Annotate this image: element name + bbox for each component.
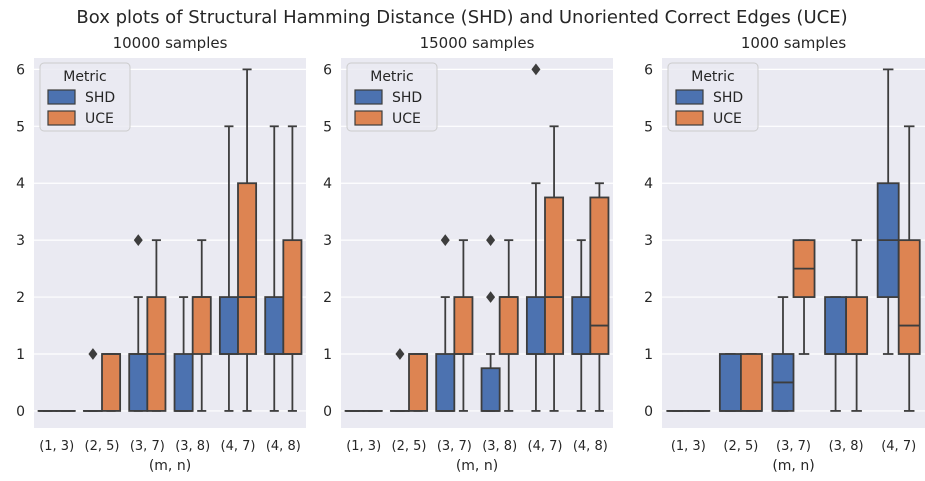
y-tick-label: 5 xyxy=(644,119,653,135)
legend-label: SHD xyxy=(713,90,743,106)
legend: Metric SHD UCE xyxy=(40,63,130,131)
x-tick-label: (4, 8) xyxy=(573,439,608,454)
box-body xyxy=(175,354,193,411)
legend-swatch-uce xyxy=(355,111,382,125)
y-tick-label: 1 xyxy=(323,347,332,363)
panel-title: 15000 samples xyxy=(420,34,535,52)
legend-label: SHD xyxy=(392,90,422,106)
x-tick-label: (3, 8) xyxy=(829,439,864,454)
box-body xyxy=(129,354,147,411)
box-body xyxy=(527,297,545,354)
legend-swatch-uce xyxy=(48,111,75,125)
legend-label: UCE xyxy=(713,111,742,127)
legend: Metric SHD UCE xyxy=(668,63,758,131)
box-body xyxy=(454,297,472,354)
panel-title: 10000 samples xyxy=(113,34,228,52)
box-body xyxy=(220,297,238,354)
box-body xyxy=(409,354,427,411)
y-tick-label: 1 xyxy=(16,347,25,363)
box-body xyxy=(545,197,563,354)
legend-title: Metric xyxy=(63,69,107,85)
y-tick-label: 2 xyxy=(323,290,332,306)
legend-title: Metric xyxy=(370,69,414,85)
box-body xyxy=(193,297,211,354)
legend-title: Metric xyxy=(691,69,735,85)
legend-label: UCE xyxy=(85,111,114,127)
box-body xyxy=(846,297,867,354)
x-tick-label: (4, 8) xyxy=(266,439,301,454)
box-body xyxy=(265,297,283,354)
box-body xyxy=(436,354,454,411)
figure-title: Box plots of Structural Hamming Distance… xyxy=(76,7,847,28)
box-body xyxy=(500,297,518,354)
y-tick-label: 6 xyxy=(644,62,653,78)
legend: Metric SHD UCE xyxy=(347,63,437,131)
legend-swatch-uce xyxy=(676,111,703,125)
legend-label: UCE xyxy=(392,111,421,127)
box-shd xyxy=(720,354,741,411)
y-tick-label: 5 xyxy=(16,119,25,135)
x-axis-label: (m, n) xyxy=(149,458,191,474)
y-tick-label: 6 xyxy=(16,62,25,78)
y-tick-label: 3 xyxy=(16,233,25,249)
x-axis-label: (m, n) xyxy=(456,458,498,474)
x-tick-label: (3, 7) xyxy=(776,439,811,454)
x-tick-label: (1, 3) xyxy=(671,439,706,454)
x-tick-label: (4, 7) xyxy=(881,439,916,454)
panel-3: 0 1 2 3 4 5 6 1000 samples (1, 3) (2, 5) (3, 7) (3,… xyxy=(644,34,925,474)
panel-1: 0 1 2 3 4 5 6 10000 samples (1, 3) (2, 5) (3, 7) (3… xyxy=(16,34,306,474)
x-tick-label: (2, 5) xyxy=(392,439,427,454)
box-body xyxy=(720,354,741,411)
y-tick-label: 4 xyxy=(323,176,332,192)
x-tick-label: (3, 7) xyxy=(130,439,165,454)
y-tick-label: 0 xyxy=(644,404,653,420)
x-tick-label: (4, 7) xyxy=(528,439,563,454)
box-body xyxy=(741,354,762,411)
box-body xyxy=(899,240,920,354)
panel-2: 0 1 2 3 4 5 6 15000 samples (1, 3) (2, 5) (3, 7) (3… xyxy=(323,34,613,474)
panel-title: 1000 samples xyxy=(741,34,846,52)
y-tick-label: 4 xyxy=(16,176,25,192)
x-tick-label: (2, 5) xyxy=(723,439,758,454)
x-axis-label: (m, n) xyxy=(772,458,814,474)
y-tick-label: 1 xyxy=(644,347,653,363)
box-body xyxy=(238,183,256,354)
legend-swatch-shd xyxy=(48,90,75,104)
y-tick-label: 5 xyxy=(323,119,332,135)
y-tick-label: 3 xyxy=(323,233,332,249)
x-tick-label: (3, 8) xyxy=(175,439,210,454)
y-tick-label: 2 xyxy=(644,290,653,306)
y-tick-label: 0 xyxy=(323,404,332,420)
x-tick-label: (3, 7) xyxy=(437,439,472,454)
y-tick-label: 4 xyxy=(644,176,653,192)
box-body xyxy=(482,368,500,411)
y-tick-label: 0 xyxy=(16,404,25,420)
box-body xyxy=(102,354,120,411)
legend-swatch-shd xyxy=(676,90,703,104)
box-body xyxy=(825,297,846,354)
box-body xyxy=(283,240,301,354)
x-tick-label: (4, 7) xyxy=(221,439,256,454)
x-tick-label: (2, 5) xyxy=(85,439,120,454)
legend-swatch-shd xyxy=(355,90,382,104)
x-tick-label: (1, 3) xyxy=(39,439,74,454)
y-tick-label: 6 xyxy=(323,62,332,78)
legend-label: SHD xyxy=(85,90,115,106)
box-body xyxy=(590,197,608,354)
x-tick-label: (3, 8) xyxy=(482,439,517,454)
box-uce xyxy=(102,354,120,411)
box-uce xyxy=(741,354,762,411)
box-body xyxy=(572,297,590,354)
y-tick-label: 3 xyxy=(644,233,653,249)
y-tick-label: 2 xyxy=(16,290,25,306)
x-tick-label: (1, 3) xyxy=(346,439,381,454)
box-uce xyxy=(409,354,427,411)
